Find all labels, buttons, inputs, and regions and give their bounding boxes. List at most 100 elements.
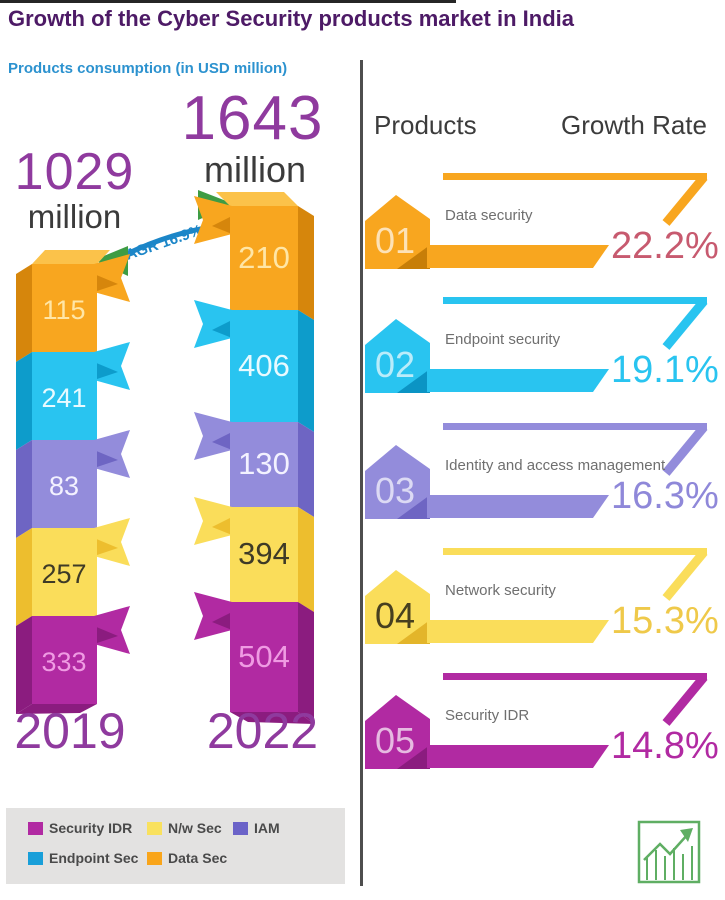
segment-side-face: [298, 206, 314, 320]
badge-fold: [397, 369, 430, 393]
row-number-badge: 04: [365, 570, 430, 644]
segment-value: 115: [42, 295, 85, 325]
row-number-badge: 01: [365, 195, 430, 269]
badge-fold: [397, 245, 430, 269]
growth-row-data-security: 01 Data security 22.2%: [365, 173, 719, 275]
page-subtitle: Products consumption (in USD million): [8, 60, 288, 77]
segment-front-face: [230, 602, 298, 712]
row-top-line: [443, 423, 707, 430]
segment-side-face: [298, 310, 314, 432]
badge-pentagon: [365, 570, 430, 644]
segment-side-face: [16, 440, 32, 538]
segment-flag: [194, 196, 232, 244]
segment-flag: [94, 430, 130, 478]
bar-segment-nw-sec-2019: 257: [16, 518, 130, 626]
segment-front-face: [230, 422, 298, 507]
row-number-badge: 03: [365, 445, 430, 519]
segment-side-face: [298, 602, 314, 724]
legend-swatch: [147, 821, 162, 835]
bar-segment-iam-2022: 130: [194, 412, 314, 517]
segment-flag-fold: [94, 362, 118, 380]
legend-swatch: [233, 821, 248, 835]
legend: Security IDR N/w Sec IAM Endpoint Sec Da…: [6, 808, 345, 884]
bar-segment-nw-sec-2022: 394: [194, 497, 314, 612]
legend-item-security-idr: Security IDR: [28, 821, 132, 835]
segment-value: 241: [41, 383, 86, 413]
segment-flag: [194, 592, 232, 640]
row-diagonal-line: [662, 298, 708, 350]
product-name: Network security: [445, 582, 556, 599]
growth-rate-value: 19.1%: [611, 349, 719, 391]
growth-bar: [427, 369, 609, 392]
segment-value: 504: [238, 639, 290, 674]
product-name: Identity and access management: [445, 457, 666, 474]
page-title: Growth of the Cyber Security products ma…: [8, 6, 574, 31]
segment-front-face: [32, 528, 97, 616]
legend-item-nw-sec: N/w Sec: [147, 821, 222, 835]
row-diagonal-line: [662, 174, 708, 226]
segment-flag-fold: [212, 612, 232, 630]
year-label-2022: 2022: [206, 703, 319, 759]
vertical-divider: [360, 60, 363, 886]
bar-segment-endpoint-2019: 241: [16, 342, 130, 450]
badge-fold: [397, 620, 430, 644]
badge-pentagon: [365, 319, 430, 393]
badge-number: 04: [375, 595, 415, 636]
legend-label: IAM: [254, 820, 280, 836]
total-2019-value: 1029: [14, 143, 135, 201]
badge-pentagon: [365, 695, 430, 769]
segment-flag: [94, 518, 130, 566]
growth-chart-icon: [637, 820, 701, 884]
badge-fold: [397, 495, 430, 519]
segment-front-face: [32, 264, 97, 352]
badge-number: 05: [375, 720, 415, 761]
legend-label: Endpoint Sec: [49, 850, 139, 866]
segment-top-face: [32, 250, 110, 264]
segment-front-face: [230, 206, 298, 310]
segment-flag-fold: [94, 538, 118, 556]
icon-arrow-head: [680, 828, 693, 842]
segment-front-face: [230, 310, 298, 422]
segment-flag: [194, 300, 232, 348]
segment-flag-fold: [212, 320, 232, 338]
growth-bar: [427, 745, 609, 768]
legend-label: Security IDR: [49, 820, 133, 836]
badge-number: 02: [375, 344, 415, 385]
growth-row-network-security: 04 Network security 15.3%: [365, 548, 719, 650]
segment-bottom-face: [230, 712, 314, 724]
segment-flag: [194, 497, 232, 545]
legend-swatch: [28, 821, 43, 835]
bar-2022: 210 406 130 394 5: [194, 190, 314, 724]
segment-flag: [94, 254, 130, 302]
growth-row-iam: 03 Identity and access management 16.3%: [365, 423, 719, 525]
growth-row-endpoint-security: 02 Endpoint security 19.1%: [365, 297, 719, 399]
segment-value: 333: [41, 647, 86, 677]
row-diagonal-line: [662, 424, 708, 476]
bar-segment-security-idr-2019: 333: [16, 606, 130, 714]
row-accent-line: [443, 423, 708, 476]
row-number-badge: 05: [365, 695, 430, 769]
bar-segment-data-sec-2019: 115: [16, 246, 130, 362]
segment-flag-fold: [94, 450, 118, 468]
segment-front-face: [32, 440, 97, 528]
product-name: Security IDR: [445, 707, 530, 724]
segment-value: 83: [49, 471, 79, 501]
badge-pentagon: [365, 445, 430, 519]
product-name: Endpoint security: [445, 331, 561, 348]
segment-side-face: [16, 528, 32, 626]
badge-fold: [397, 745, 430, 769]
growth-rate-header: Growth Rate: [561, 110, 707, 140]
products-header: Products: [374, 110, 477, 140]
legend-label: Data Sec: [168, 850, 228, 866]
segment-flag-fold: [212, 517, 232, 535]
product-name: Data security: [445, 207, 533, 224]
row-diagonal-line: [662, 549, 708, 601]
badge-pentagon: [365, 195, 430, 269]
row-diagonal-line: [662, 674, 708, 726]
row-accent-line: [443, 548, 708, 601]
row-accent-line: [443, 297, 708, 350]
segment-side-face: [16, 352, 32, 450]
segment-flag: [94, 606, 130, 654]
segment-flag-fold: [212, 216, 232, 234]
segment-side-face: [16, 264, 32, 362]
